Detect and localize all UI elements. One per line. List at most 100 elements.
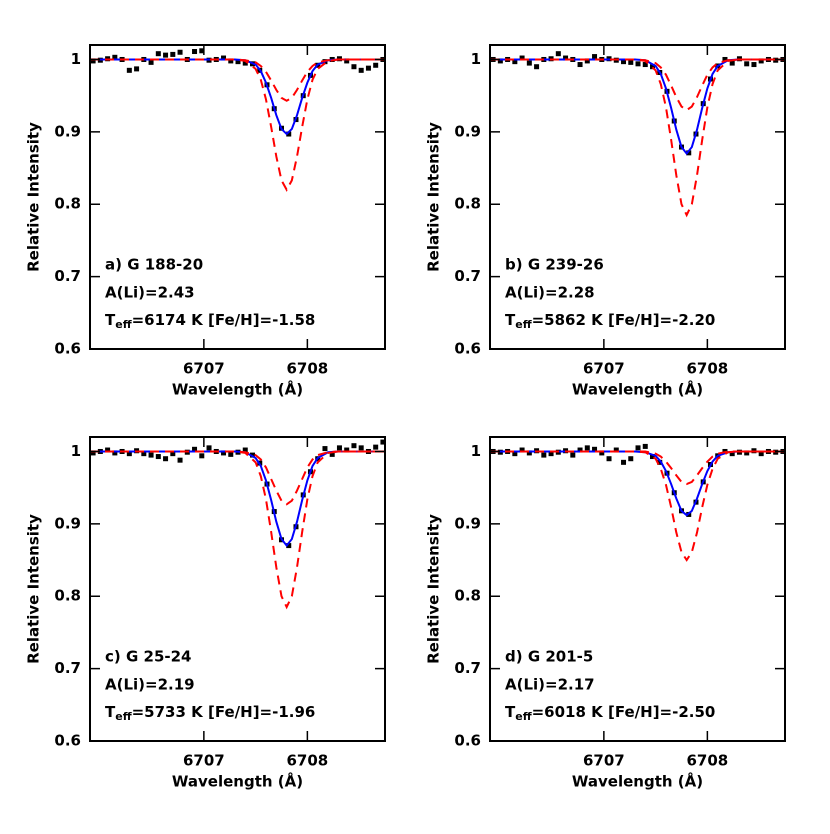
data-point: [722, 56, 728, 62]
data-point: [635, 445, 641, 451]
y-tick-label: 1: [471, 442, 481, 460]
frame: [89, 436, 386, 742]
y-tick-label: 0.8: [454, 195, 481, 213]
data-point: [584, 445, 590, 451]
y-tick-label: 0.7: [454, 267, 481, 285]
parameters-values: =6174 K [Fe/H]=-1.58: [132, 311, 316, 329]
data-point: [650, 64, 656, 70]
data-point: [577, 62, 583, 68]
x-tick-label: 6708: [286, 360, 328, 378]
model-curve: [490, 450, 785, 562]
data-point: [497, 58, 503, 64]
y-tick-label: 0.6: [454, 732, 481, 750]
data-point: [148, 59, 154, 65]
x-axis-title: Wavelength (Å): [572, 772, 703, 791]
data-point: [344, 447, 350, 453]
data-point: [206, 445, 212, 451]
x-tick-label: 6708: [686, 752, 728, 770]
parameters-label: Teff=6174 K [Fe/H]=-1.58: [105, 311, 315, 332]
data-point: [584, 58, 590, 64]
data-point: [228, 58, 234, 64]
y-axis-title: Relative Intensity: [425, 514, 443, 664]
y-tick-label: 0.9: [54, 122, 81, 140]
y-tick-label: 0.9: [54, 514, 81, 532]
data-point: [105, 447, 111, 453]
fit-curve: [90, 450, 385, 548]
data-point: [606, 456, 612, 462]
data-point: [642, 443, 648, 449]
data-point: [541, 452, 547, 458]
y-axis-title: Relative Intensity: [25, 122, 43, 272]
data-point: [126, 451, 132, 457]
data-point: [358, 445, 364, 451]
panel: 0.6 0.7 0.8 0.9 1 6707 6708 Wavelength (Å) Relat…: [25, 436, 386, 791]
data-point: [221, 55, 227, 61]
abundance-label: A(Li)=2.17: [505, 676, 595, 694]
teff-subscript: eff: [115, 710, 131, 723]
data-point: [744, 61, 750, 67]
data-point: [163, 456, 169, 462]
data-point: [351, 443, 357, 449]
data-point: [563, 55, 569, 61]
y-tick-label: 0.7: [54, 267, 81, 285]
data-point: [242, 447, 248, 453]
data-point: [642, 62, 648, 68]
data-point: [555, 51, 561, 57]
y-tick-label: 0.6: [454, 340, 481, 358]
data-point: [344, 58, 350, 64]
teff-symbol: T: [105, 703, 116, 721]
data-point: [577, 447, 583, 453]
data-point: [322, 446, 328, 452]
data-point: [112, 450, 118, 456]
data-point: [592, 446, 598, 452]
abundance-label: A(Li)=2.28: [505, 284, 595, 302]
star-label: c) G 25-24: [105, 648, 191, 666]
data-point: [657, 459, 663, 465]
y-tick-label: 0.9: [454, 514, 481, 532]
teff-subscript: eff: [115, 318, 131, 331]
data-point: [112, 54, 118, 60]
data-point: [635, 61, 641, 67]
model-curve: [490, 58, 785, 112]
x-tick-label: 6707: [183, 360, 225, 378]
data-point: [570, 452, 576, 458]
data-point: [155, 51, 161, 57]
data-point: [373, 444, 379, 450]
data-point: [380, 439, 385, 445]
panel: 0.6 0.7 0.8 0.9 1 6707 6708 Wavelength (Å) Relat…: [25, 44, 386, 399]
data-point: [512, 451, 518, 457]
data-point: [526, 60, 532, 66]
data-point: [621, 459, 627, 465]
y-tick-label: 0.7: [454, 659, 481, 677]
y-axis-title: Relative Intensity: [25, 514, 43, 664]
parameters-label: Teff=5862 K [Fe/H]=-2.20: [505, 311, 715, 332]
data-point: [199, 453, 205, 459]
data-point: [177, 457, 183, 463]
x-axis-title: Wavelength (Å): [572, 380, 703, 399]
x-axis-title: Wavelength (Å): [172, 772, 303, 791]
y-tick-label: 0.9: [454, 122, 481, 140]
fit-curve: [90, 58, 385, 136]
data-point: [286, 131, 292, 137]
frame: [89, 44, 386, 350]
data-point: [329, 451, 335, 457]
data-point: [163, 52, 169, 58]
plot-area: [90, 48, 385, 192]
y-tick-label: 0.6: [54, 340, 81, 358]
parameters-values: =5733 K [Fe/H]=-1.96: [132, 703, 316, 721]
y-tick-label: 0.8: [54, 587, 81, 605]
data-point: [250, 452, 256, 458]
data-point: [534, 64, 540, 70]
x-tick-label: 6707: [583, 752, 625, 770]
y-tick-label: 1: [71, 50, 81, 68]
data-point: [351, 64, 357, 70]
y-tick-label: 0.7: [54, 659, 81, 677]
data-point: [373, 62, 379, 68]
data-point: [148, 452, 154, 458]
data-point: [758, 451, 764, 457]
panel: 0.6 0.7 0.8 0.9 1 6707 6708 Wavelength (Å) Relat…: [425, 436, 786, 791]
data-point: [628, 456, 634, 462]
data-point: [177, 49, 183, 55]
y-tick-label: 0.6: [54, 732, 81, 750]
